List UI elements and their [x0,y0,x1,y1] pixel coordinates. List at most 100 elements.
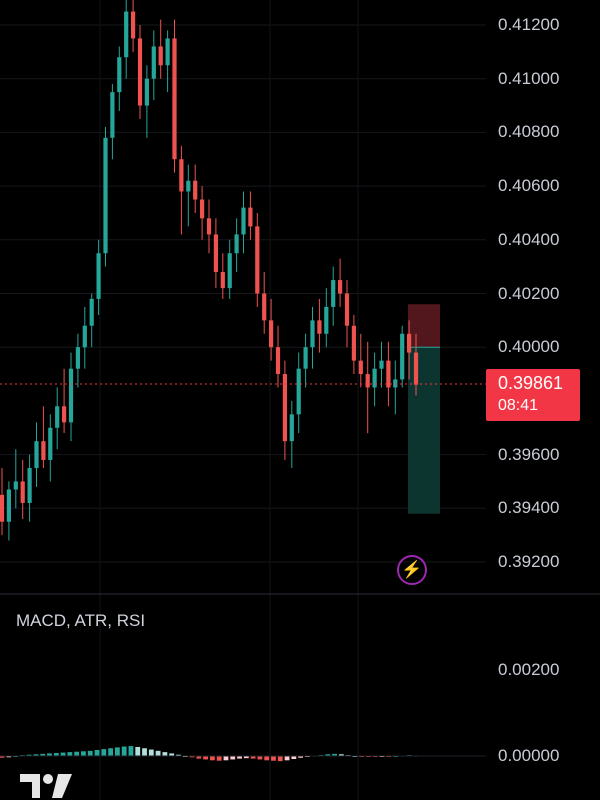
candle-body [407,333,412,353]
candle-body [358,360,363,375]
macd-bar [87,750,93,756]
candle-body [62,406,67,423]
macd-bar [196,756,202,759]
candle-body [41,441,46,460]
macd-bar [40,753,46,756]
indicator-pane-title[interactable]: MACD, ATR, RSI [16,611,146,630]
candle-body [282,374,287,442]
macd-bar [114,747,120,756]
candle-body [96,253,101,299]
price-tick-label: 0.41200 [498,15,560,34]
macd-bar [108,748,113,756]
price-tick-label: 0.39200 [498,552,560,571]
price-tick-label: 0.40000 [498,337,560,357]
macd-bar [33,754,39,756]
candle-body [20,481,25,503]
macd-bar [94,749,100,756]
candle-body [275,347,281,375]
candle-body [89,298,94,326]
macd-bar [53,752,59,756]
candle-body [13,481,18,490]
candle-body [393,379,398,388]
macd-histogram [0,746,419,762]
candle-body [55,406,60,428]
macd-bar [47,753,52,756]
candle-body [372,368,377,388]
macd-bar [271,756,276,761]
position-tool[interactable] [408,304,440,514]
candle-body [158,46,163,66]
candle-body [269,320,274,348]
candle-body [255,226,260,294]
candle-body [400,333,405,380]
candle-body [186,180,191,192]
candle-body [68,368,74,423]
candle-body [27,468,32,503]
macd-bar [101,749,107,756]
current-price-value: 0.39861 [498,373,564,393]
macd-bar [216,756,222,761]
candle-body [262,293,267,321]
macd-bar [203,756,209,760]
candle-body [317,320,322,334]
candle-body [206,218,212,235]
lightning-icon[interactable]: ⚡ [397,555,427,585]
macd-tick-label: 0.00200 [498,660,560,679]
macd-bar [169,753,175,756]
candle-body [351,325,356,361]
candle-body [303,347,308,369]
macd-bar [298,756,304,758]
macd-bar [148,749,154,756]
candle-body [365,374,370,388]
tradingview-logo[interactable] [18,768,74,800]
candle-body [227,253,232,289]
candle-body [82,325,87,348]
candle-body [386,360,391,388]
macd-bar [257,756,263,760]
candle-body [220,272,225,289]
macd-bar [0,756,5,758]
macd-bar [60,752,66,756]
macd-bar [325,754,331,756]
macd-bar [128,746,134,756]
macd-bar [209,756,215,761]
macd-bar [155,750,161,756]
price-tick-label: 0.40600 [498,176,560,196]
candle-body [172,38,177,160]
candle-body [131,11,136,39]
candle-body [137,38,143,106]
macd-bar [26,754,32,756]
candle-body [413,352,419,385]
candle-body [193,180,198,200]
macd-bar [277,756,283,762]
candle-body [117,57,122,93]
macd-bar [142,748,147,756]
macd-bar [223,756,229,761]
macd-bar [81,751,86,756]
stop-loss-zone [408,304,440,348]
candle-body [289,414,294,442]
macd-bar [264,756,270,761]
candle-body [0,494,5,522]
candle-body [103,137,108,254]
macd-bar [121,746,127,756]
price-tick-label: 0.40800 [498,122,560,142]
macd-bar [230,756,236,760]
candle-body [200,199,205,219]
macd-bar [284,756,290,761]
candle-body [234,234,239,254]
price-tick-label: 0.39600 [498,444,560,464]
current-price-tag: 0.39861 08:41 [486,369,580,421]
price-tick-label: 0.39400 [498,498,560,518]
candle-body [241,207,246,235]
macd-bar [74,751,80,756]
take-profit-zone [408,347,440,514]
candle-body [310,320,315,348]
price-tick-label: 0.40400 [498,229,560,249]
macd-bar [189,756,195,758]
candle-body [75,347,80,369]
candle-body [48,427,53,460]
price-tick-label: 0.40200 [498,283,560,303]
candle-body [124,11,129,58]
